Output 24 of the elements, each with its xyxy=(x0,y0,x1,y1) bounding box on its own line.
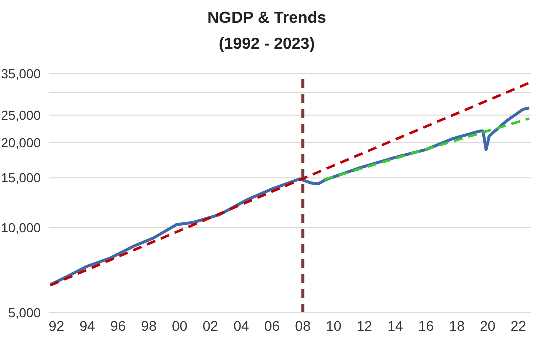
x-tick-label: 14 xyxy=(388,318,404,334)
y-tick-label: 25,000 xyxy=(1,108,41,123)
x-tick-label: 94 xyxy=(80,318,96,334)
x-tick-label: 92 xyxy=(48,318,65,334)
x-tick-label: 96 xyxy=(110,318,126,334)
x-tick-label: 18 xyxy=(449,318,466,334)
x-tick-label: 20 xyxy=(480,318,496,334)
chart-title: NGDP & Trends xyxy=(206,9,328,29)
y-tick-label: 35,000 xyxy=(1,66,41,82)
x-tick-label: 00 xyxy=(172,318,188,334)
chart-subtitle: (1992 - 2023) xyxy=(218,35,316,55)
x-tick-label: 02 xyxy=(202,318,219,334)
x-tick-label: 16 xyxy=(418,318,434,334)
y-tick-label: 20,000 xyxy=(1,135,41,150)
x-tick-label: 10 xyxy=(326,318,342,334)
x-tick-label: 98 xyxy=(141,318,158,334)
y-tick-label: 10,000 xyxy=(1,220,41,236)
x-tick-label: 22 xyxy=(510,318,527,334)
x-tick-label: 12 xyxy=(356,318,373,334)
y-tick-label: 15,000 xyxy=(1,170,41,186)
x-tick-label: 08 xyxy=(295,318,312,334)
x-tick-label: 04 xyxy=(234,318,250,334)
y-tick-label: 5,000 xyxy=(8,306,41,321)
x-tick-label: 06 xyxy=(264,318,280,334)
